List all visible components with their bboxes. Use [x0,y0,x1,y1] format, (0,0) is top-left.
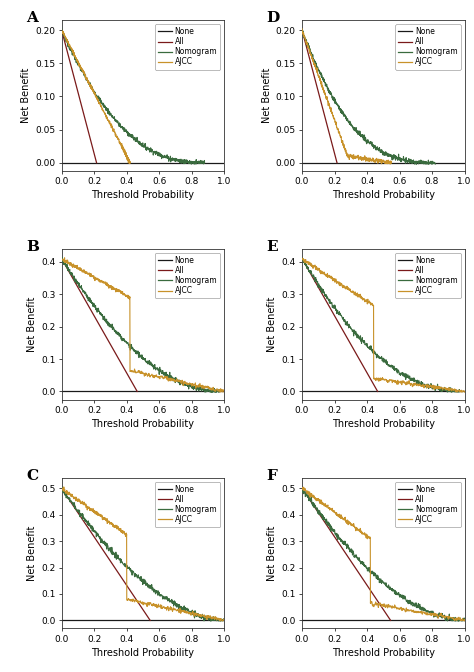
Text: E: E [266,240,278,254]
Text: A: A [26,11,38,25]
Y-axis label: Net Benefit: Net Benefit [27,526,37,581]
X-axis label: Threshold Probability: Threshold Probability [332,648,435,658]
Legend: None, All, Nomogram, AJCC: None, All, Nomogram, AJCC [155,24,220,69]
Text: F: F [266,469,277,482]
X-axis label: Threshold Probability: Threshold Probability [91,190,194,200]
Y-axis label: Net Benefit: Net Benefit [27,296,37,352]
Y-axis label: Net Benefit: Net Benefit [262,68,272,123]
Y-axis label: Net Benefit: Net Benefit [21,68,31,123]
Text: B: B [26,240,39,254]
Legend: None, All, Nomogram, AJCC: None, All, Nomogram, AJCC [395,24,461,69]
X-axis label: Threshold Probability: Threshold Probability [332,419,435,429]
Y-axis label: Net Benefit: Net Benefit [267,296,277,352]
X-axis label: Threshold Probability: Threshold Probability [332,190,435,200]
X-axis label: Threshold Probability: Threshold Probability [91,419,194,429]
Y-axis label: Net Benefit: Net Benefit [267,526,277,581]
Text: C: C [26,469,38,482]
Legend: None, All, Nomogram, AJCC: None, All, Nomogram, AJCC [155,253,220,298]
Legend: None, All, Nomogram, AJCC: None, All, Nomogram, AJCC [155,482,220,527]
Legend: None, All, Nomogram, AJCC: None, All, Nomogram, AJCC [395,482,461,527]
Text: D: D [266,11,280,25]
Legend: None, All, Nomogram, AJCC: None, All, Nomogram, AJCC [395,253,461,298]
X-axis label: Threshold Probability: Threshold Probability [91,648,194,658]
